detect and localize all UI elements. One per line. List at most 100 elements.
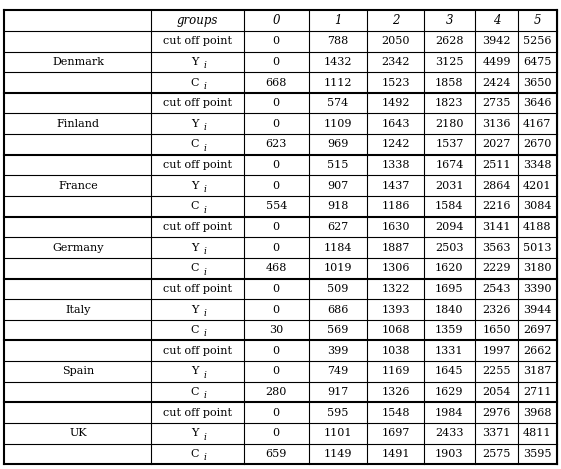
Text: 4: 4 [493, 14, 500, 27]
Text: 2255: 2255 [482, 366, 511, 377]
Text: 5013: 5013 [523, 242, 551, 253]
Text: 3084: 3084 [523, 201, 551, 212]
Text: 5256: 5256 [523, 36, 551, 46]
Text: 1537: 1537 [435, 139, 463, 150]
Text: 907: 907 [328, 181, 348, 191]
Text: 2326: 2326 [482, 304, 511, 315]
Text: 969: 969 [327, 139, 349, 150]
Text: 1548: 1548 [381, 408, 410, 418]
Text: 0: 0 [273, 14, 280, 27]
Text: 3968: 3968 [523, 408, 551, 418]
Text: 509: 509 [327, 284, 349, 294]
Text: 623: 623 [265, 139, 287, 150]
Text: 468: 468 [265, 263, 287, 273]
Text: 1437: 1437 [381, 181, 410, 191]
Text: 5: 5 [534, 14, 541, 27]
Text: 0: 0 [273, 304, 280, 315]
Text: 1492: 1492 [381, 98, 410, 108]
Text: 1149: 1149 [324, 449, 352, 459]
Text: 1109: 1109 [324, 119, 352, 129]
Text: 4811: 4811 [523, 428, 551, 439]
Text: i: i [204, 123, 206, 132]
Text: 1620: 1620 [435, 263, 463, 273]
Text: 1697: 1697 [381, 428, 410, 439]
Text: 2216: 2216 [482, 201, 511, 212]
Text: cut off point: cut off point [163, 346, 232, 356]
Text: i: i [204, 144, 206, 153]
Text: Y: Y [191, 366, 199, 377]
Text: i: i [204, 205, 206, 215]
Text: Y: Y [191, 57, 199, 67]
Text: 3371: 3371 [482, 428, 511, 439]
Text: 0: 0 [273, 284, 280, 294]
Text: 2229: 2229 [482, 263, 511, 273]
Text: 1887: 1887 [381, 242, 410, 253]
Text: 1858: 1858 [435, 77, 463, 88]
Text: 3141: 3141 [482, 222, 511, 232]
Text: C: C [191, 263, 199, 273]
Text: Y: Y [191, 181, 199, 191]
Text: 1169: 1169 [381, 366, 410, 377]
Text: C: C [191, 201, 199, 212]
Text: 2543: 2543 [482, 284, 511, 294]
Text: 1322: 1322 [381, 284, 410, 294]
Text: 554: 554 [265, 201, 287, 212]
Text: 1331: 1331 [435, 346, 463, 356]
Text: 595: 595 [327, 408, 349, 418]
Text: i: i [204, 432, 206, 442]
Text: i: i [204, 453, 206, 462]
Text: C: C [191, 449, 199, 459]
Text: C: C [191, 77, 199, 88]
Text: 0: 0 [273, 119, 280, 129]
Text: C: C [191, 139, 199, 150]
Text: 917: 917 [328, 387, 348, 397]
Text: 2575: 2575 [482, 449, 511, 459]
Text: 2050: 2050 [381, 36, 410, 46]
Text: 1650: 1650 [482, 325, 511, 335]
Text: 399: 399 [327, 346, 349, 356]
Text: 1491: 1491 [381, 449, 410, 459]
Text: 2433: 2433 [435, 428, 463, 439]
Text: 1645: 1645 [435, 366, 463, 377]
Text: 2662: 2662 [523, 346, 551, 356]
Text: Finland: Finland [57, 119, 99, 129]
Text: 1393: 1393 [381, 304, 410, 315]
Text: 2864: 2864 [482, 181, 511, 191]
Text: 0: 0 [273, 346, 280, 356]
Text: 3125: 3125 [435, 57, 463, 67]
Text: 0: 0 [273, 242, 280, 253]
Text: 1903: 1903 [435, 449, 463, 459]
Text: 1068: 1068 [381, 325, 410, 335]
Text: i: i [204, 391, 206, 401]
Text: 2697: 2697 [523, 325, 551, 335]
Text: 2735: 2735 [482, 98, 511, 108]
Text: 3: 3 [445, 14, 453, 27]
Text: 3563: 3563 [482, 242, 511, 253]
Text: 0: 0 [273, 428, 280, 439]
Text: 1101: 1101 [324, 428, 352, 439]
Text: 3650: 3650 [523, 77, 551, 88]
Text: 515: 515 [327, 160, 349, 170]
Text: 1523: 1523 [381, 77, 410, 88]
Text: 788: 788 [328, 36, 348, 46]
Text: 30: 30 [269, 325, 283, 335]
Text: 1584: 1584 [435, 201, 463, 212]
Text: 3390: 3390 [523, 284, 551, 294]
Text: 2976: 2976 [482, 408, 511, 418]
Text: 3180: 3180 [523, 263, 551, 273]
Text: 1695: 1695 [435, 284, 463, 294]
Text: Italy: Italy [65, 304, 91, 315]
Text: 4167: 4167 [523, 119, 551, 129]
Text: Y: Y [191, 242, 199, 253]
Text: 4201: 4201 [523, 181, 551, 191]
Text: 569: 569 [327, 325, 349, 335]
Text: i: i [204, 329, 206, 339]
Text: i: i [204, 185, 206, 194]
Text: C: C [191, 387, 199, 397]
Text: 0: 0 [273, 181, 280, 191]
Text: 3348: 3348 [523, 160, 551, 170]
Text: 2180: 2180 [435, 119, 463, 129]
Text: i: i [204, 61, 206, 70]
Text: 3187: 3187 [523, 366, 551, 377]
Text: 2670: 2670 [523, 139, 551, 150]
